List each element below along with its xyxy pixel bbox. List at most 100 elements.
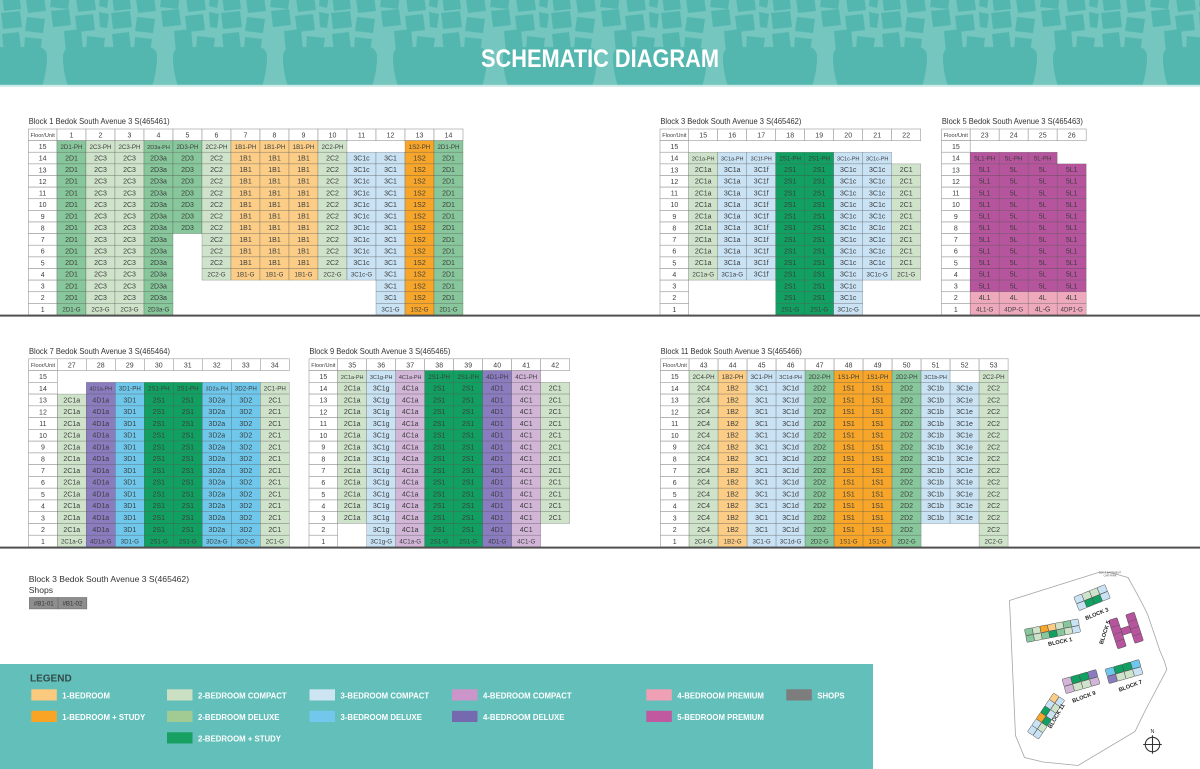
svg-text:5L1: 5L1 bbox=[979, 167, 991, 174]
svg-text:19: 19 bbox=[815, 132, 823, 139]
svg-text:4-BEDROOM PREMIUM: 4-BEDROOM PREMIUM bbox=[677, 692, 764, 701]
svg-text:3D2: 3D2 bbox=[239, 527, 252, 534]
svg-text:3C1d: 3C1d bbox=[782, 444, 799, 451]
svg-text:2C3: 2C3 bbox=[123, 283, 136, 290]
svg-text:5: 5 bbox=[321, 492, 325, 499]
svg-text:2C1a: 2C1a bbox=[344, 433, 361, 440]
svg-text:2C1a: 2C1a bbox=[695, 202, 712, 209]
svg-text:33: 33 bbox=[242, 362, 250, 369]
svg-text:2S1: 2S1 bbox=[813, 295, 826, 302]
svg-text:3C1d: 3C1d bbox=[782, 409, 799, 416]
svg-text:2C3: 2C3 bbox=[123, 190, 136, 197]
svg-text:2D3a: 2D3a bbox=[150, 237, 167, 244]
svg-text:7: 7 bbox=[672, 237, 676, 244]
svg-text:2S1: 2S1 bbox=[182, 444, 195, 451]
svg-text:3C1b: 3C1b bbox=[927, 480, 944, 487]
svg-text:2C3: 2C3 bbox=[123, 202, 136, 209]
svg-text:4D1-G: 4D1-G bbox=[488, 539, 506, 546]
svg-text:1B1: 1B1 bbox=[297, 179, 310, 186]
svg-text:3C1g: 3C1g bbox=[373, 433, 390, 440]
svg-text:1B1: 1B1 bbox=[297, 214, 310, 221]
svg-text:3C1b: 3C1b bbox=[927, 409, 944, 416]
svg-text:2D1-PH: 2D1-PH bbox=[437, 144, 459, 151]
svg-text:2C1: 2C1 bbox=[549, 397, 562, 404]
svg-text:2S1-PH: 2S1-PH bbox=[428, 374, 450, 381]
svg-text:2S1: 2S1 bbox=[462, 468, 475, 475]
svg-text:2C1: 2C1 bbox=[549, 433, 562, 440]
svg-text:2C4: 2C4 bbox=[697, 480, 710, 487]
svg-text:Block 11 Bedok South Avenue 3: Block 11 Bedok South Avenue 3 S(465466) bbox=[661, 346, 802, 356]
svg-text:3C1-G: 3C1-G bbox=[381, 307, 399, 314]
svg-text:3C1c: 3C1c bbox=[840, 260, 857, 267]
svg-text:2D2: 2D2 bbox=[900, 468, 913, 475]
svg-text:2D2: 2D2 bbox=[900, 409, 913, 416]
svg-text:1S1: 1S1 bbox=[842, 515, 855, 522]
svg-text:8: 8 bbox=[273, 132, 277, 139]
svg-text:3D2: 3D2 bbox=[239, 456, 252, 463]
svg-text:1S1: 1S1 bbox=[871, 515, 884, 522]
svg-text:5L1: 5L1 bbox=[1066, 179, 1078, 186]
svg-text:2S1: 2S1 bbox=[813, 272, 826, 279]
svg-text:3C1e: 3C1e bbox=[956, 515, 973, 522]
svg-text:2C1-G: 2C1-G bbox=[266, 539, 284, 546]
svg-text:3C1d: 3C1d bbox=[782, 386, 799, 393]
svg-text:34: 34 bbox=[271, 362, 279, 369]
svg-text:7: 7 bbox=[41, 468, 45, 475]
svg-text:1B1: 1B1 bbox=[239, 202, 252, 209]
svg-text:3C1: 3C1 bbox=[384, 225, 397, 232]
svg-text:14: 14 bbox=[39, 156, 47, 163]
svg-text:2S1-G: 2S1-G bbox=[179, 539, 197, 546]
svg-text:5L: 5L bbox=[1039, 272, 1047, 279]
svg-text:Floor/Unit: Floor/Unit bbox=[311, 363, 336, 369]
svg-text:3C1c: 3C1c bbox=[353, 225, 370, 232]
svg-text:1: 1 bbox=[41, 307, 45, 314]
svg-text:3D2a: 3D2a bbox=[208, 527, 225, 534]
svg-text:3D2a: 3D2a bbox=[208, 444, 225, 451]
svg-text:2S1: 2S1 bbox=[784, 237, 797, 244]
svg-text:2C4: 2C4 bbox=[697, 491, 710, 498]
svg-text:3C1b: 3C1b bbox=[927, 515, 944, 522]
svg-text:2C1a: 2C1a bbox=[63, 444, 80, 451]
svg-text:11: 11 bbox=[358, 132, 365, 139]
svg-text:2: 2 bbox=[673, 527, 677, 534]
svg-text:2D3a: 2D3a bbox=[150, 283, 167, 290]
svg-text:3C1g: 3C1g bbox=[373, 397, 390, 404]
svg-text:4C1a: 4C1a bbox=[402, 433, 419, 440]
svg-text:2S1: 2S1 bbox=[813, 214, 826, 221]
svg-text:13: 13 bbox=[319, 398, 327, 405]
svg-text:1S1: 1S1 bbox=[842, 421, 855, 428]
svg-text:2D3a: 2D3a bbox=[150, 260, 167, 267]
svg-text:2D1: 2D1 bbox=[65, 202, 78, 209]
svg-text:2S1-G: 2S1-G bbox=[810, 307, 828, 314]
svg-text:14: 14 bbox=[39, 386, 47, 393]
svg-text:2C1a: 2C1a bbox=[63, 480, 80, 487]
svg-text:1B2: 1B2 bbox=[726, 409, 739, 416]
svg-text:4: 4 bbox=[41, 272, 45, 279]
svg-text:3C1e: 3C1e bbox=[956, 433, 973, 440]
svg-text:1B2: 1B2 bbox=[726, 386, 739, 393]
svg-text:6: 6 bbox=[672, 249, 676, 256]
svg-text:1B2: 1B2 bbox=[726, 456, 739, 463]
svg-text:4D1-PH: 4D1-PH bbox=[486, 374, 508, 381]
svg-text:1S1: 1S1 bbox=[871, 397, 884, 404]
svg-text:3C1g: 3C1g bbox=[373, 456, 390, 463]
svg-text:1B1: 1B1 bbox=[297, 248, 310, 255]
svg-text:2S1: 2S1 bbox=[462, 433, 475, 440]
svg-text:10: 10 bbox=[329, 132, 337, 139]
svg-text:4L: 4L bbox=[1039, 295, 1047, 302]
svg-text:3C1c-G: 3C1c-G bbox=[867, 272, 889, 279]
svg-text:2D3a: 2D3a bbox=[150, 202, 167, 209]
svg-text:4C1: 4C1 bbox=[520, 444, 533, 451]
svg-text:3C1g: 3C1g bbox=[373, 480, 390, 487]
svg-text:2C4: 2C4 bbox=[697, 468, 710, 475]
svg-text:2C2: 2C2 bbox=[987, 468, 1000, 475]
svg-text:2D1: 2D1 bbox=[65, 237, 78, 244]
svg-text:1S2: 1S2 bbox=[413, 214, 426, 221]
svg-text:50: 50 bbox=[903, 362, 911, 369]
svg-text:2C3: 2C3 bbox=[123, 225, 136, 232]
svg-text:2C1a: 2C1a bbox=[63, 503, 80, 510]
svg-text:3D2a: 3D2a bbox=[208, 515, 225, 522]
svg-text:5L1: 5L1 bbox=[979, 214, 991, 221]
svg-text:3C1g: 3C1g bbox=[373, 386, 390, 393]
svg-text:4D1: 4D1 bbox=[491, 456, 504, 463]
